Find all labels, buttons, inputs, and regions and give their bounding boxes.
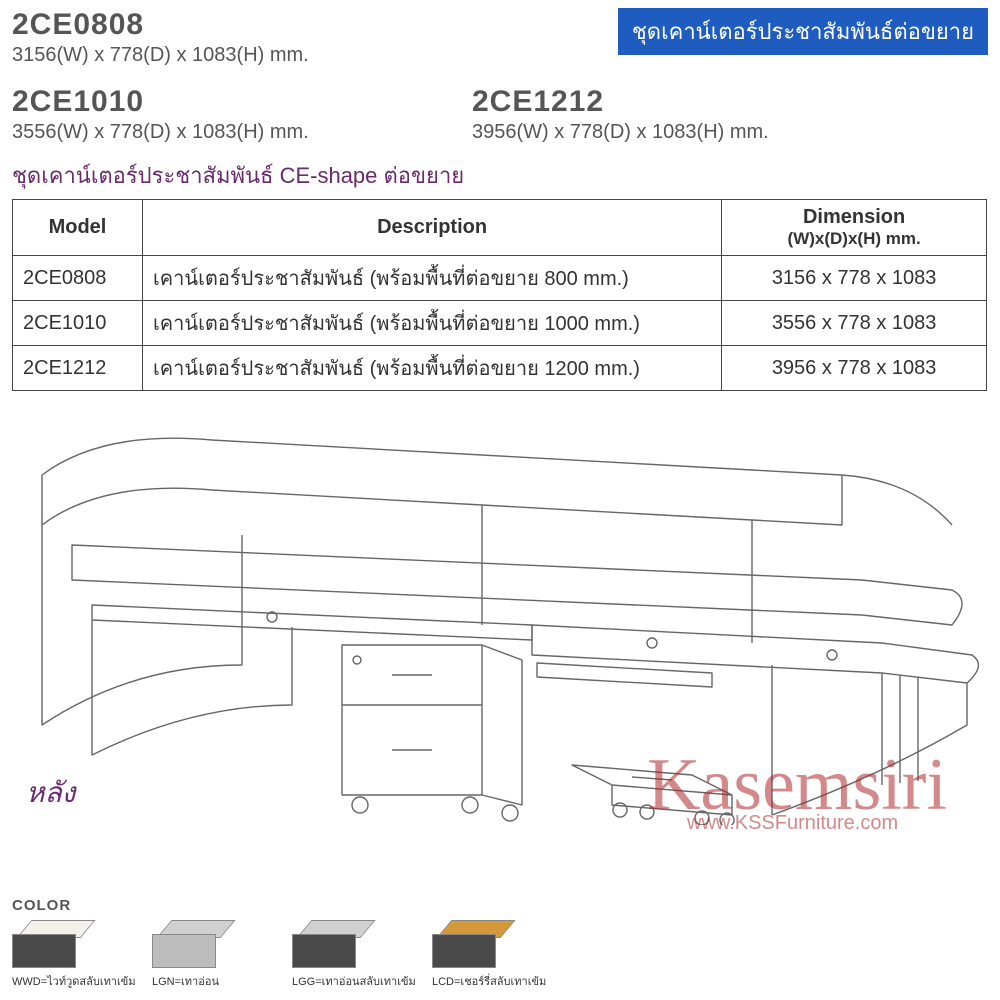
model-code-1: 2CE0808 — [12, 8, 392, 42]
spec-table: Model Description Dimension (W)x(D)x(H) … — [12, 199, 987, 391]
cell-model: 2CE1212 — [13, 346, 143, 391]
color-swatch: LCD=เชอร์รี่สลับเทาเข้ม — [432, 920, 542, 990]
color-swatch: LGG=เทาอ่อนสลับเทาเข้ม — [292, 920, 402, 990]
swatch-box — [432, 920, 504, 968]
swatch-label: LCD=เชอร์รี่สลับเทาเข้ม — [432, 972, 542, 990]
swatch-side — [432, 934, 496, 968]
model-code-3: 2CE1212 — [472, 85, 852, 119]
color-section: COLOR WWD=ไวท์วูดสลับเทาเข้ม LGN=เทาอ่อน L… — [12, 897, 987, 990]
thai-subtitle: ชุดเคาน์เตอร์ประชาสัมพันธ์ CE-shape ต่อข… — [12, 158, 988, 193]
cell-desc: เคาน์เตอร์ประชาสัมพันธ์ (พร้อมพื้นที่ต่อ… — [142, 256, 721, 301]
model-block-1: 2CE0808 3156(W) x 778(D) x 1083(H) mm. — [12, 8, 392, 67]
color-swatch: LGN=เทาอ่อน — [152, 920, 262, 990]
category-badge: ชุดเคาน์เตอร์ประชาสัมพันธ์ต่อขยาย — [618, 8, 988, 55]
cell-desc: เคาน์เตอร์ประชาสัมพันธ์ (พร้อมพื้นที่ต่อ… — [142, 346, 721, 391]
model-dim-3: 3956(W) x 778(D) x 1083(H) mm. — [472, 121, 852, 144]
swatch-box — [12, 920, 84, 968]
cell-model: 2CE0808 — [13, 256, 143, 301]
swatch-side — [12, 934, 76, 968]
th-dim-line2: (W)x(D)x(H) mm. — [732, 229, 976, 249]
back-view-label: หลัง — [26, 771, 75, 815]
model-code-2: 2CE1010 — [12, 85, 392, 119]
swatch-label: LGG=เทาอ่อนสลับเทาเข้ม — [292, 972, 402, 990]
model-dim-2: 3556(W) x 778(D) x 1083(H) mm. — [12, 121, 392, 144]
cell-desc: เคาน์เตอร์ประชาสัมพันธ์ (พร้อมพื้นที่ต่อ… — [142, 301, 721, 346]
table-row: 2CE0808 เคาน์เตอร์ประชาสัมพันธ์ (พร้อมพื… — [13, 256, 987, 301]
th-model: Model — [13, 200, 143, 256]
counter-line-art — [12, 405, 987, 825]
cell-dim: 3556 x 778 x 1083 — [722, 301, 987, 346]
table-row: 2CE1010 เคาน์เตอร์ประชาสัมพันธ์ (พร้อมพื… — [13, 301, 987, 346]
swatch-box — [152, 920, 224, 968]
th-description: Description — [142, 200, 721, 256]
model-block-3: 2CE1212 3956(W) x 778(D) x 1083(H) mm. — [472, 85, 852, 144]
product-drawing: หลัง Kasemsiri www.KSSFurniture.com — [12, 405, 987, 825]
swatch-side — [292, 934, 356, 968]
cell-model: 2CE1010 — [13, 301, 143, 346]
table-row: 2CE1212 เคาน์เตอร์ประชาสัมพันธ์ (พร้อมพื… — [13, 346, 987, 391]
color-title: COLOR — [12, 897, 987, 914]
swatch-row: WWD=ไวท์วูดสลับเทาเข้ม LGN=เทาอ่อน LGG=เทา… — [12, 920, 987, 990]
th-dim-line1: Dimension — [803, 206, 905, 228]
swatch-label: LGN=เทาอ่อน — [152, 972, 262, 990]
th-dimension: Dimension (W)x(D)x(H) mm. — [722, 200, 987, 256]
model-dim-1: 3156(W) x 778(D) x 1083(H) mm. — [12, 44, 392, 67]
swatch-box — [292, 920, 364, 968]
cell-dim: 3156 x 778 x 1083 — [722, 256, 987, 301]
swatch-label: WWD=ไวท์วูดสลับเทาเข้ม — [12, 972, 122, 990]
color-swatch: WWD=ไวท์วูดสลับเทาเข้ม — [12, 920, 122, 990]
cell-dim: 3956 x 778 x 1083 — [722, 346, 987, 391]
model-block-2: 2CE1010 3556(W) x 778(D) x 1083(H) mm. — [12, 85, 392, 144]
swatch-side — [152, 934, 216, 968]
